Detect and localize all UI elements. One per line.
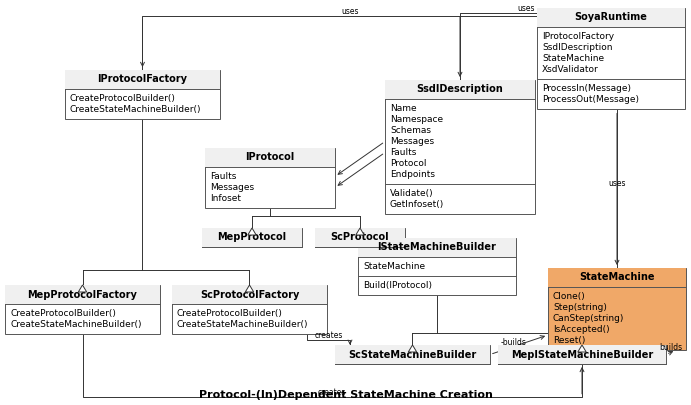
Bar	[172, 285, 327, 304]
Bar	[498, 345, 666, 364]
Text: Step(string): Step(string)	[553, 303, 607, 312]
Text: IProtocolFactory: IProtocolFactory	[97, 75, 187, 85]
Bar	[335, 345, 490, 364]
Text: CreateStateMachineBuilder(): CreateStateMachineBuilder()	[177, 320, 308, 329]
Text: Messages: Messages	[210, 183, 254, 192]
Text: StateMachine: StateMachine	[542, 54, 604, 63]
Text: StateMachine: StateMachine	[363, 262, 425, 271]
Text: creates: creates	[314, 330, 343, 339]
Text: Faults: Faults	[390, 148, 417, 157]
Polygon shape	[408, 345, 417, 352]
Bar	[202, 228, 302, 247]
Text: Schemas: Schemas	[390, 126, 431, 135]
Text: Clone(): Clone()	[553, 292, 586, 301]
Text: -builds: -builds	[500, 338, 526, 347]
Bar	[5, 285, 160, 304]
Polygon shape	[245, 285, 254, 292]
Text: uses: uses	[518, 4, 535, 13]
Bar	[498, 345, 666, 364]
Polygon shape	[356, 228, 364, 235]
Bar	[65, 70, 220, 89]
Text: SsdlDescription: SsdlDescription	[542, 43, 612, 52]
Text: builds: builds	[659, 343, 683, 352]
Polygon shape	[248, 228, 256, 235]
Text: Name: Name	[390, 104, 417, 113]
Text: MepIStateMachineBuilder: MepIStateMachineBuilder	[511, 350, 653, 360]
Bar	[205, 148, 335, 208]
Text: MepProtocol: MepProtocol	[218, 232, 287, 243]
Bar	[202, 228, 302, 247]
Text: ScProtocol: ScProtocol	[331, 232, 389, 243]
Bar	[358, 238, 516, 257]
Text: ScStateMachineBuilder: ScStateMachineBuilder	[348, 350, 477, 360]
Text: SoyaRuntime: SoyaRuntime	[574, 13, 647, 23]
Bar	[335, 345, 490, 364]
Text: creates: creates	[318, 388, 346, 397]
Text: Messages: Messages	[390, 137, 434, 146]
Text: IStateMachineBuilder: IStateMachineBuilder	[377, 243, 496, 252]
Bar	[548, 268, 686, 287]
Text: Validate(): Validate()	[390, 189, 434, 198]
Text: CreateProtocolBuilder(): CreateProtocolBuilder()	[177, 309, 283, 318]
Polygon shape	[78, 285, 86, 292]
Bar	[65, 70, 220, 119]
Text: CreateProtocolBuilder(): CreateProtocolBuilder()	[10, 309, 116, 318]
Text: StateMachine: StateMachine	[579, 273, 655, 283]
Text: CreateProtocolBuilder(): CreateProtocolBuilder()	[70, 94, 176, 103]
Text: Build(IProtocol): Build(IProtocol)	[363, 281, 432, 290]
Bar	[205, 148, 335, 167]
Text: uses: uses	[341, 7, 359, 16]
Text: Endpoints: Endpoints	[390, 170, 435, 179]
Bar	[358, 238, 516, 295]
Text: Reset(): Reset()	[553, 336, 585, 345]
Text: MepProtocolFactory: MepProtocolFactory	[28, 290, 138, 300]
Text: Faults: Faults	[210, 172, 236, 181]
Text: ProcessIn(Message): ProcessIn(Message)	[542, 84, 631, 93]
Bar	[315, 228, 405, 247]
Bar	[537, 8, 685, 27]
Text: Protocol-(In)Dependent StateMachine Creation: Protocol-(In)Dependent StateMachine Crea…	[198, 390, 493, 400]
Bar	[172, 285, 327, 334]
Text: CanStep(string): CanStep(string)	[553, 314, 625, 323]
Text: Infoset: Infoset	[210, 194, 241, 203]
Bar	[5, 285, 160, 334]
Bar	[315, 228, 405, 247]
Bar	[385, 80, 535, 214]
Bar	[537, 8, 685, 109]
Text: XsdValidator: XsdValidator	[542, 65, 598, 74]
Text: GetInfoset(): GetInfoset()	[390, 200, 444, 209]
Text: CreateStateMachineBuilder(): CreateStateMachineBuilder()	[70, 105, 202, 114]
Text: IProtocol: IProtocol	[245, 153, 294, 162]
Bar	[385, 80, 535, 99]
Bar	[548, 268, 686, 350]
Text: CreateStateMachineBuilder(): CreateStateMachineBuilder()	[10, 320, 142, 329]
Text: Namespace: Namespace	[390, 115, 443, 124]
Text: Protocol: Protocol	[390, 159, 426, 168]
Text: uses: uses	[608, 179, 626, 188]
Text: ProcessOut(Message): ProcessOut(Message)	[542, 95, 639, 104]
Text: IProtocolFactory: IProtocolFactory	[542, 32, 614, 41]
Polygon shape	[578, 345, 586, 352]
Text: SsdlDescription: SsdlDescription	[417, 85, 503, 94]
Text: ScProtocolFactory: ScProtocolFactory	[200, 290, 299, 300]
Text: IsAccepted(): IsAccepted()	[553, 325, 609, 334]
